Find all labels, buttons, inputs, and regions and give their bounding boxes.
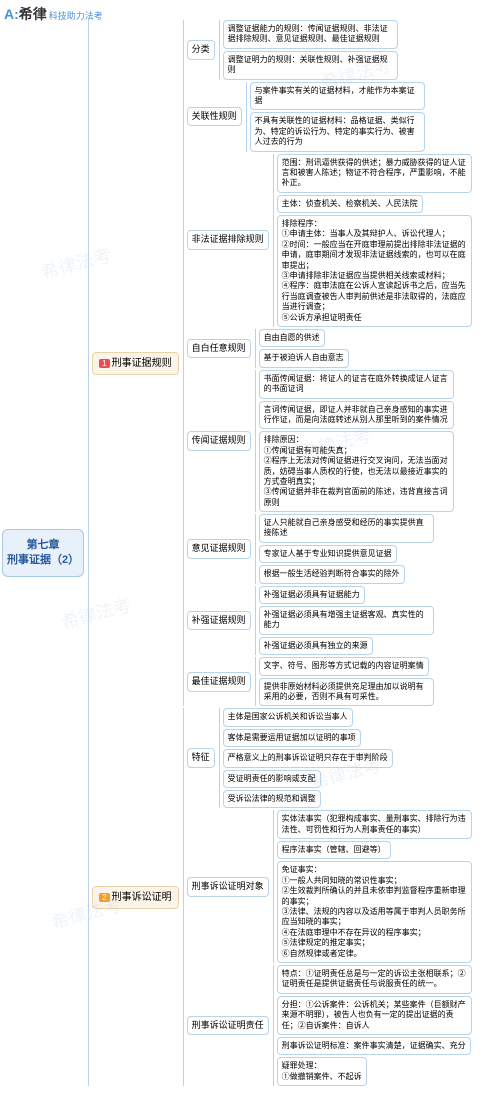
node-fenlei: 分类 [187, 40, 215, 60]
leaf: 专家证人基于专业知识提供意见证据 [259, 545, 397, 563]
leaf: 严格意义上的刑事诉讼证明只存在于审判阶段 [223, 749, 393, 767]
leaf: 程序法事实（管辖、回避等） [277, 841, 391, 859]
leaf: 补强证据必须具有证据能力 [259, 586, 365, 604]
leaf: 证人只能就自己亲身感受和经历的事实提供直接陈述 [259, 514, 434, 543]
leaf: 排除程序： ①申请主体：当事人及其辩护人、诉讼代理人； ②时间：一般应当在开庭审… [277, 215, 472, 327]
leaf: 疑罪处理： ①做撤销案件、不起诉 [277, 1057, 367, 1086]
leaf: 特点：①证明责任总是与一定的诉讼主张相联系；②证明责任是提供证据责任与说服责任的… [277, 965, 472, 994]
leaf: 文字、符号、图形等方式记载的内容证明案情 [259, 657, 429, 675]
leaf: 补强证据必须具有独立的来源 [259, 637, 373, 655]
leaf: 客体是需要运用证据加以证明的事项 [223, 729, 361, 747]
leaf: 分担：①公诉案件：公诉机关；某些案件（巨额财产来源不明罪），被告人也负有一定的提… [277, 996, 472, 1035]
node-chuanwen: 传闻证据规则 [187, 431, 251, 451]
leaf: 言词传闻证据，即证人并非就自己亲身感知的事实进行作证，而是向法庭转述从别人那里听… [259, 401, 454, 430]
leaf: 调整证据能力的规则：传闻证据规则、非法证据排除规则、意见证据规则、最佳证据规则 [223, 20, 398, 49]
branch-1: 1刑事证据规则 分类 调整证据能力的规则：传闻证据规则、非法证据排除规则、意见证… [92, 20, 471, 706]
leaf: 书面传闻证据：将证人的证言在庭外转换成证人证言的书面证词 [259, 370, 454, 399]
leaf: 实体法事实（犯罪构成事实、量刑事实、排除行为违法性、可罚性和行为人刑事责任的事实… [277, 810, 472, 839]
node-proof: 2刑事诉讼证明 [92, 886, 178, 909]
leaf: 刑事诉讼证明标准：案件事实清楚，证据确实、充分 [277, 1037, 471, 1055]
node-zibai: 自白任意规则 [187, 339, 251, 359]
node-zuijia: 最佳证据规则 [187, 672, 251, 692]
leaf: 受证明责任的影响或支配 [223, 770, 321, 788]
leaf: 与案件事实有关的证据材料，才能作为本案证据 [250, 82, 425, 111]
leaf: 提供非原始材料必须提供充足理由加以说明有采用的必要，否则不具有可采性。 [259, 678, 434, 707]
node-buqiang: 补强证据规则 [187, 611, 251, 631]
leaf: 免证事实： ①一般人共同知晓的常识性事实； ②生效裁判所确认的并且未依审判监督程… [277, 861, 472, 963]
leaf: 调整证明力的规则：关联性规则、补强证据规则 [223, 51, 398, 80]
branch-2: 2刑事诉讼证明 特征 主体是国家公诉机关和诉讼当事人 客体是需要运用证据加以证明… [92, 708, 471, 1086]
leaf: 主体：侦查机关、检察机关、人民法院 [277, 195, 423, 213]
leaf: 不具有关联性的证据材料：品格证据、类似行为、特定的诉讼行为、特定的事实行为、被害… [250, 112, 425, 151]
node-zeren: 刑事诉讼证明责任 [187, 1016, 269, 1036]
leaf: 自由自愿的供述 [259, 329, 325, 347]
node-duixiang: 刑事诉讼证明对象 [187, 877, 269, 897]
leaf: 补强证据必须具有增强主证据客观、真实性的能力 [259, 606, 434, 635]
node-feifa: 非法证据排除规则 [187, 230, 269, 250]
mindmap: 第七章 刑事证据（2） 1刑事证据规则 分类 调整证据能力的规则：传闻证据规则、… [0, 0, 500, 1096]
leaf: 根据一般生活经验判断符合事实的除外 [259, 565, 405, 583]
node-yijian: 意见证据规则 [187, 539, 251, 559]
leaf: 受诉讼法律的规范和调整 [223, 790, 321, 808]
node-rules: 1刑事证据规则 [92, 352, 178, 375]
node-guanlian: 关联性规则 [187, 107, 242, 127]
node-tezheng: 特征 [187, 748, 215, 768]
leaf: 主体是国家公诉机关和诉讼当事人 [223, 708, 353, 726]
leaf: 基于被迫诉人自由意志 [259, 349, 349, 367]
root-node: 第七章 刑事证据（2） [2, 529, 84, 578]
leaf: 范围：刑讯逼供获得的供述；暴力威胁获得的证人证言和被害人陈述；物证不符合程序，严… [277, 154, 472, 193]
leaf: 排除原因： ①传闻证据有可能失真； ②程序上无法对传闻证据进行交叉询问，无法当面… [259, 431, 454, 512]
